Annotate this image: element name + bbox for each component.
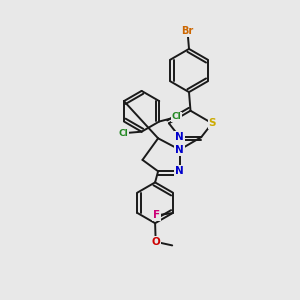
Text: N: N (175, 132, 184, 142)
Text: Cl: Cl (119, 129, 128, 138)
Text: O: O (151, 237, 160, 247)
Text: Br: Br (182, 26, 194, 36)
Text: F: F (153, 210, 160, 220)
Text: S: S (208, 118, 216, 128)
Text: Cl: Cl (172, 112, 182, 122)
Text: N: N (175, 166, 184, 176)
Text: N: N (175, 145, 184, 155)
